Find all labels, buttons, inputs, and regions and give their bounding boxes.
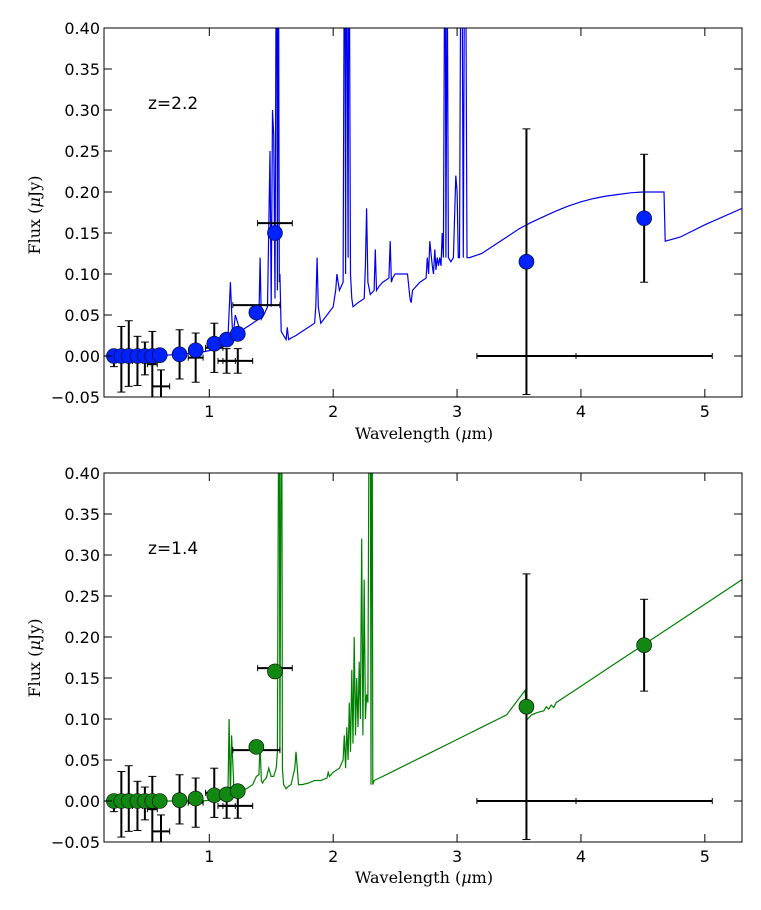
- data-point: [267, 663, 283, 680]
- y-tick-label: 0.30: [64, 546, 100, 565]
- x-axis-title: Wavelength (μm): [355, 424, 493, 443]
- y-tick-label: −0.05: [51, 833, 100, 852]
- x-tick-label: 3: [452, 402, 462, 421]
- data-point: [267, 225, 283, 241]
- bottom-panel: z=1.4 Flux (μJy) Wavelength (μm) 1 2 3 4 5 −0…: [25, 464, 743, 887]
- model-spectrum-line: [104, 473, 742, 802]
- data-point: [187, 342, 204, 359]
- y-tick-label: 0.00: [64, 347, 100, 366]
- y-tick-label: 0.05: [64, 751, 100, 770]
- x-tick-label: 3: [452, 847, 462, 866]
- data-point: [636, 210, 652, 227]
- data-point: [229, 783, 246, 799]
- x-tick-label: 4: [576, 847, 586, 866]
- x-tick-label: 4: [576, 402, 586, 421]
- data-point: [248, 304, 265, 321]
- data-point: [171, 346, 188, 363]
- x-axis-title: Wavelength (μm): [355, 868, 493, 887]
- x-tick-label: 2: [328, 402, 338, 421]
- y-axis-title: Flux (μJy): [25, 619, 44, 698]
- y-tick-label: 0.35: [64, 60, 100, 79]
- y-tick-label: 0.25: [64, 587, 100, 606]
- data-point: [229, 326, 246, 342]
- y-tick-label: 0.15: [64, 224, 100, 243]
- y-axis-title: Flux (μJy): [25, 176, 44, 255]
- x-tick-label: 5: [700, 847, 710, 866]
- y-tick-label: 0.20: [64, 183, 100, 202]
- top-panel: z=2.2 Flux (μJy) Wavelength (μm) 1 2 3 4 5 −0…: [25, 19, 743, 443]
- data-point: [248, 739, 265, 755]
- data-point: [151, 347, 168, 363]
- data-point: [187, 790, 204, 807]
- data-point: [171, 792, 188, 808]
- x-tick-label: 1: [204, 402, 214, 421]
- plot-area: [104, 473, 742, 842]
- data-point: [518, 698, 535, 715]
- y-tick-label: 0.25: [64, 142, 100, 161]
- y-tick-label: 0.10: [64, 265, 100, 284]
- data-point: [151, 793, 168, 809]
- axes-frame: [103, 472, 743, 843]
- data-point: [636, 637, 652, 654]
- y-tick-label: 0.40: [64, 464, 100, 483]
- y-tick-label: 0.35: [64, 505, 100, 524]
- redshift-annotation: z=1.4: [148, 539, 198, 559]
- model-spectrum-line: [104, 28, 742, 357]
- y-tick-label: 0.15: [64, 669, 100, 688]
- y-tick-label: 0.40: [64, 19, 100, 38]
- y-tick-label: −0.05: [51, 388, 100, 407]
- x-tick-label: 2: [328, 847, 338, 866]
- redshift-annotation: z=2.2: [148, 94, 198, 114]
- data-point: [518, 253, 535, 270]
- y-tick-label: 0.10: [64, 710, 100, 729]
- y-tick-label: 0.05: [64, 306, 100, 325]
- axes-frame: [103, 27, 743, 398]
- plot-area: [104, 28, 742, 397]
- x-tick-label: 1: [204, 847, 214, 866]
- y-tick-label: 0.30: [64, 101, 100, 120]
- x-tick-label: 5: [700, 402, 710, 421]
- y-tick-label: 0.20: [64, 628, 100, 647]
- y-tick-label: 0.00: [64, 792, 100, 811]
